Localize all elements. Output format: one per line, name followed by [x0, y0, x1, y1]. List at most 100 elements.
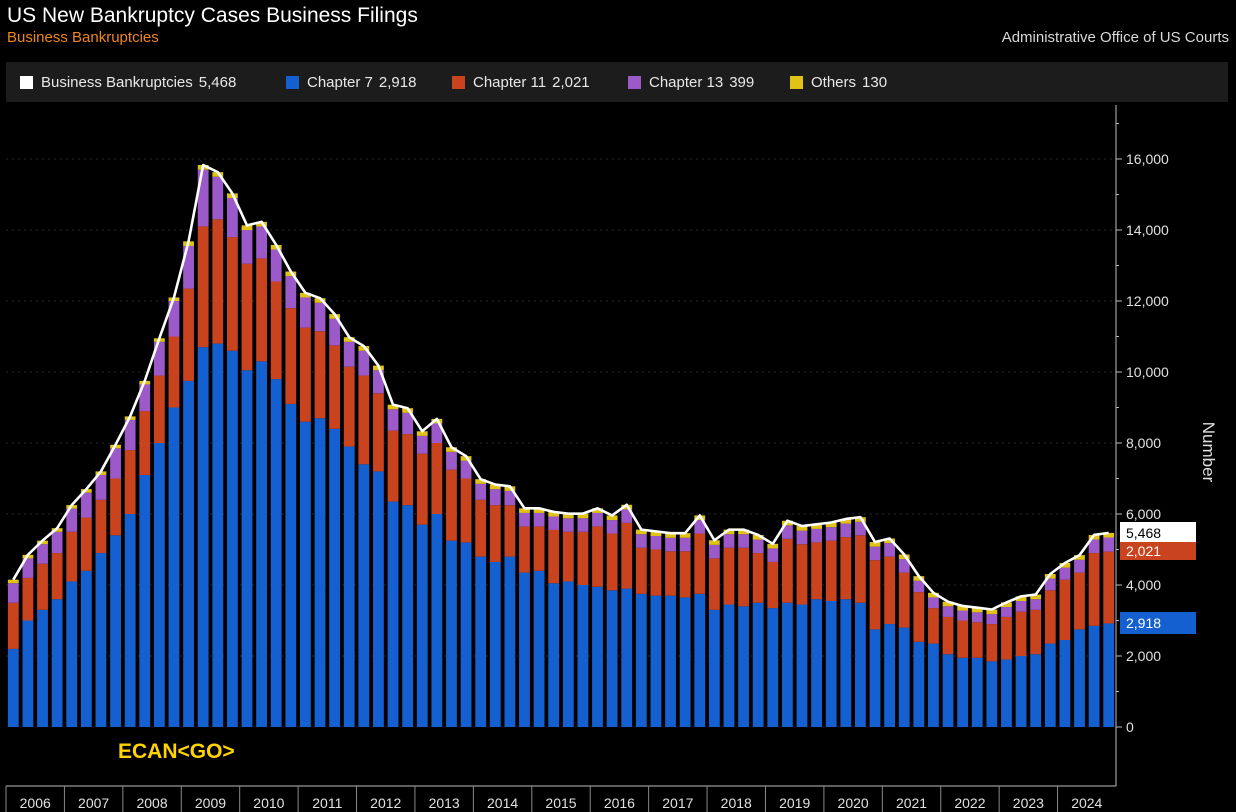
- bar-chapter-13: [752, 539, 764, 554]
- x-tick-label: 2024: [1071, 795, 1102, 811]
- bar-others: [548, 511, 560, 517]
- bar-chapter-7: [7, 648, 19, 727]
- legend-value: 130: [862, 73, 888, 91]
- bar-chapter-11: [665, 551, 676, 596]
- bar-chapter-13: [300, 297, 311, 328]
- bar-chapter-13: [212, 176, 224, 220]
- bar-others: [738, 529, 749, 535]
- bar-chapter-13: [562, 518, 574, 532]
- bar-chapter-7: [928, 643, 939, 727]
- bar-others: [592, 508, 603, 513]
- bar-chapter-11: [986, 624, 998, 662]
- bar-chapter-13: [431, 423, 443, 443]
- bar-chapter-11: [694, 533, 706, 594]
- bar-chapter-11: [358, 375, 370, 465]
- bar-chapter-7: [124, 514, 136, 727]
- bar-chapter-13: [416, 435, 428, 454]
- bar-chapter-7: [592, 586, 603, 727]
- bar-chapter-7: [519, 572, 530, 727]
- bar-chapter-7: [650, 595, 662, 727]
- bar-chapter-7: [110, 535, 121, 727]
- x-tick-label: 2022: [954, 795, 985, 811]
- legend-item-total[interactable]: Business Bankruptcies 5,468: [20, 72, 236, 92]
- bar-others: [519, 508, 530, 513]
- x-tick-label: 2016: [604, 795, 635, 811]
- bar-others: [665, 533, 676, 538]
- bar-chapter-7: [183, 380, 194, 727]
- bar-chapter-7: [66, 581, 78, 727]
- bar-chapter-13: [577, 518, 589, 532]
- bar-chapter-11: [1059, 579, 1071, 641]
- bar-chapter-7: [37, 609, 48, 727]
- bar-others: [869, 542, 881, 547]
- bar-chapter-11: [957, 620, 969, 658]
- bar-others: [825, 522, 837, 528]
- ticker-label: ECAN<GO>: [118, 740, 235, 763]
- bar-chapter-11: [1074, 572, 1085, 630]
- bar-chapter-7: [796, 604, 808, 727]
- bar-chapter-11: [431, 443, 443, 514]
- bar-chapter-7: [986, 661, 998, 727]
- bar-chapter-7: [811, 599, 822, 727]
- bar-chapter-7: [577, 585, 589, 727]
- x-tick-label: 2020: [838, 795, 869, 811]
- bar-chapter-11: [738, 547, 749, 607]
- bar-chapter-7: [1030, 654, 1042, 727]
- bar-chapter-11: [446, 469, 457, 541]
- bar-chapter-13: [679, 537, 691, 552]
- bar-chapter-7: [869, 629, 881, 728]
- bar-chapter-7: [694, 593, 706, 728]
- bar-chapter-13: [606, 520, 618, 534]
- legend-item-chapter-13[interactable]: Chapter 13 399: [628, 72, 754, 92]
- bar-chapter-13: [37, 544, 48, 564]
- bar-chapter-7: [256, 361, 267, 727]
- bar-chapter-11: [811, 542, 822, 600]
- bar-chapter-7: [285, 403, 297, 727]
- bar-chapter-13: [635, 534, 647, 548]
- bar-others: [212, 172, 224, 177]
- bar-chapter-7: [446, 540, 457, 728]
- bar-chapter-7: [358, 464, 370, 727]
- bar-chapter-7: [387, 501, 399, 727]
- bar-chapter-11: [1088, 553, 1100, 626]
- legend-swatch-total: [20, 75, 33, 89]
- bar-chapter-7: [913, 641, 925, 727]
- y-tick-label: 14,000: [1126, 222, 1169, 238]
- legend-item-chapter-11[interactable]: Chapter 11 2,021: [452, 72, 590, 92]
- x-tick-label: 2018: [721, 795, 752, 811]
- bar-chapter-7: [270, 379, 282, 727]
- chart-title: US New Bankruptcy Cases Business Filings: [7, 4, 418, 27]
- bar-chapter-11: [548, 529, 560, 584]
- x-tick-label: 2015: [545, 795, 576, 811]
- last-value-tag-chapter-11: 2,021: [1120, 542, 1196, 560]
- legend-label: Chapter 11: [473, 73, 547, 91]
- legend-item-chapter-7[interactable]: Chapter 7 2,918: [286, 72, 416, 92]
- bar-chapter-11: [621, 522, 633, 589]
- legend-item-others[interactable]: Others 130: [790, 72, 887, 92]
- bar-chapter-13: [884, 543, 896, 557]
- bar-chapter-7: [665, 595, 676, 727]
- bar-chapter-13: [168, 301, 180, 337]
- bar-chapter-11: [51, 553, 63, 600]
- bar-chapter-7: [1059, 640, 1071, 727]
- x-tick-label: 2013: [429, 795, 460, 811]
- bar-chapter-13: [1059, 567, 1071, 580]
- bar-chapter-13: [811, 528, 822, 543]
- bar-chapter-13: [7, 583, 19, 603]
- bar-chapter-13: [504, 490, 516, 506]
- bar-chapter-11: [241, 263, 253, 371]
- bar-others: [650, 531, 662, 537]
- bar-others: [884, 538, 896, 544]
- bar-chapter-11: [708, 558, 720, 610]
- bar-others: [913, 576, 925, 581]
- bar-chapter-13: [928, 597, 939, 609]
- bar-chapter-7: [329, 428, 341, 727]
- bar-chapter-7: [679, 597, 691, 727]
- legend-label: Chapter 7: [307, 73, 373, 91]
- bar-chapter-11: [592, 526, 603, 587]
- bar-chapter-11: [855, 535, 866, 603]
- bar-others: [679, 533, 691, 538]
- bar-chapter-13: [1001, 607, 1012, 617]
- bar-chapter-11: [1044, 590, 1056, 644]
- bar-others: [475, 479, 487, 484]
